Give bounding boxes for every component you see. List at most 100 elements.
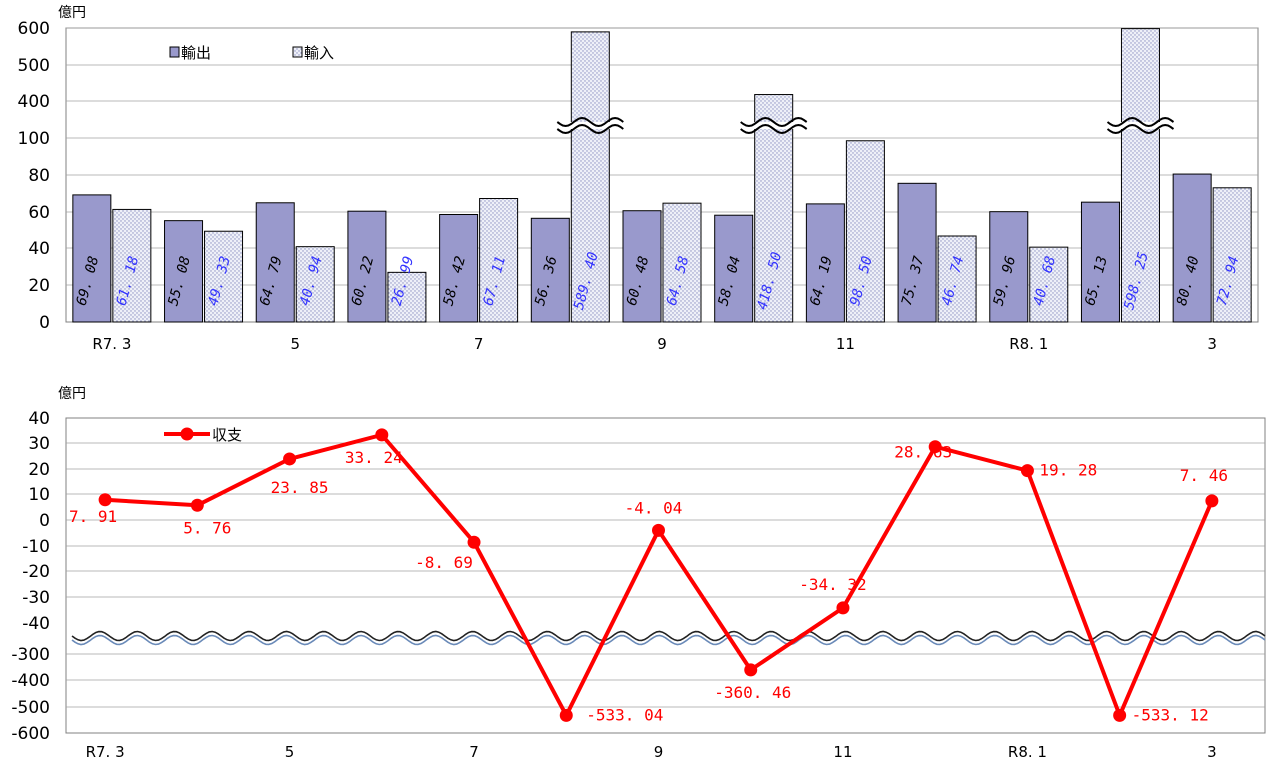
y-tick-label: 20 — [28, 276, 50, 296]
import-bar — [295, 246, 335, 323]
x-tick-label: 7 — [474, 335, 484, 353]
x-tick-label: 3 — [1207, 743, 1217, 761]
y-tick-label: 400 — [18, 92, 50, 112]
x-tick-label: 11 — [833, 743, 852, 761]
x-tick-label: 5 — [290, 335, 300, 353]
import-bar — [204, 230, 244, 323]
y-tick-label: 0 — [39, 313, 50, 333]
import-bar — [662, 202, 702, 323]
export-bar — [72, 194, 112, 323]
balance-value-label: 7. 46 — [1180, 466, 1228, 485]
y-tick-label: 30 — [28, 434, 50, 454]
export-bar — [347, 210, 387, 323]
import-bar — [937, 235, 977, 323]
x-tick-label: R7. 3 — [86, 743, 125, 761]
x-tick-label: 7 — [469, 743, 479, 761]
legend-balance-marker — [180, 427, 194, 441]
y-tick-label: -10 — [22, 537, 50, 557]
legend-import-label: 輸入 — [304, 44, 334, 62]
balance-point — [1113, 708, 1127, 722]
import-bar — [1212, 187, 1252, 323]
axis-break-mark — [740, 123, 808, 135]
balance-value-label: -8. 69 — [415, 553, 473, 572]
x-tick-label: 11 — [836, 335, 855, 353]
y-tick-label: -30 — [22, 588, 50, 608]
balance-value-label: 23. 85 — [271, 478, 329, 497]
legend-import-swatch — [292, 46, 303, 58]
export-bar — [989, 211, 1029, 323]
balance-value-label: 5. 76 — [183, 518, 231, 537]
y-tick-label: 500 — [18, 56, 50, 76]
axis-break-mask — [1107, 122, 1174, 129]
axis-break-mark — [556, 123, 624, 135]
axis-break-wave — [71, 630, 1266, 642]
y-tick-label: -500 — [11, 698, 50, 718]
import-bar — [845, 140, 885, 323]
axis-break-mark — [1106, 116, 1175, 128]
y-tick-label: 0 — [39, 511, 50, 531]
axis-break-mark — [740, 116, 808, 128]
axis-break-mark — [556, 116, 624, 128]
balance-value-label: -360. 46 — [714, 683, 791, 702]
y-tick-label: -20 — [22, 562, 50, 582]
import-bar — [1029, 246, 1069, 323]
balance-point — [744, 663, 758, 677]
balance-point — [375, 428, 389, 442]
axis-break-wave — [71, 634, 1266, 646]
axis-break-mask — [557, 122, 624, 129]
balance-value-label: -533. 04 — [586, 705, 663, 724]
y-tick-label: -400 — [11, 671, 50, 691]
balance-value-label: 33. 24 — [345, 448, 403, 467]
import-bar — [479, 198, 519, 323]
balance-point — [559, 708, 573, 722]
balance-value-label: 19. 28 — [1039, 461, 1097, 480]
unit-label: 億円 — [58, 5, 86, 21]
balance-point — [283, 452, 297, 466]
axis-break-mask — [740, 122, 807, 129]
import-bar — [387, 271, 427, 323]
y-tick-label: 40 — [28, 409, 50, 429]
export-bar — [714, 214, 754, 323]
export-bar — [805, 203, 845, 323]
balance-value-label: -34. 32 — [799, 575, 866, 594]
axis-break-mark — [1106, 123, 1175, 135]
y-tick-label: 20 — [28, 460, 50, 480]
y-tick-label: 10 — [28, 485, 50, 505]
balance-value-label: -4. 04 — [625, 498, 683, 517]
export-bar — [164, 220, 204, 323]
balance-value-label: 28. 63 — [894, 443, 952, 462]
export-bar — [1080, 201, 1120, 323]
y-tick-label: 40 — [28, 239, 50, 259]
balance-value-label: -533. 12 — [1132, 705, 1209, 724]
balance-point — [1020, 464, 1034, 478]
y-tick-label: 60 — [28, 203, 50, 223]
legend-export-swatch — [169, 46, 180, 58]
x-tick-label: 9 — [654, 743, 664, 761]
y-tick-label: 100 — [18, 129, 50, 149]
y-tick-label: -300 — [11, 645, 50, 665]
export-bar — [530, 217, 570, 323]
import-bar — [112, 208, 152, 323]
unit-label: 億円 — [58, 386, 86, 402]
balance-point — [1205, 494, 1219, 508]
y-tick-label: -600 — [11, 724, 50, 744]
x-tick-label: R8. 1 — [1009, 335, 1048, 353]
y-tick-label: 80 — [28, 166, 50, 186]
import-bar — [570, 31, 610, 323]
y-tick-label: 600 — [18, 19, 50, 39]
balance-point — [467, 535, 481, 549]
balance-point — [928, 440, 942, 454]
export-bar — [439, 214, 479, 323]
balance-point — [652, 523, 665, 537]
x-tick-label: 5 — [285, 743, 295, 761]
balance-point — [98, 493, 112, 507]
export-bar — [1172, 173, 1212, 323]
export-bar — [897, 182, 937, 323]
balance-line-chart: -600 -500 -400 -300 -40 -30 -20 -10 0 10 20 30 40 億円 7… — [11, 386, 1266, 761]
legend-export-label: 輸出 — [181, 44, 211, 62]
legend-balance-label: 収支 — [212, 426, 242, 444]
balance-value-label: 7. 91 — [69, 507, 117, 526]
balance-point — [836, 601, 850, 615]
